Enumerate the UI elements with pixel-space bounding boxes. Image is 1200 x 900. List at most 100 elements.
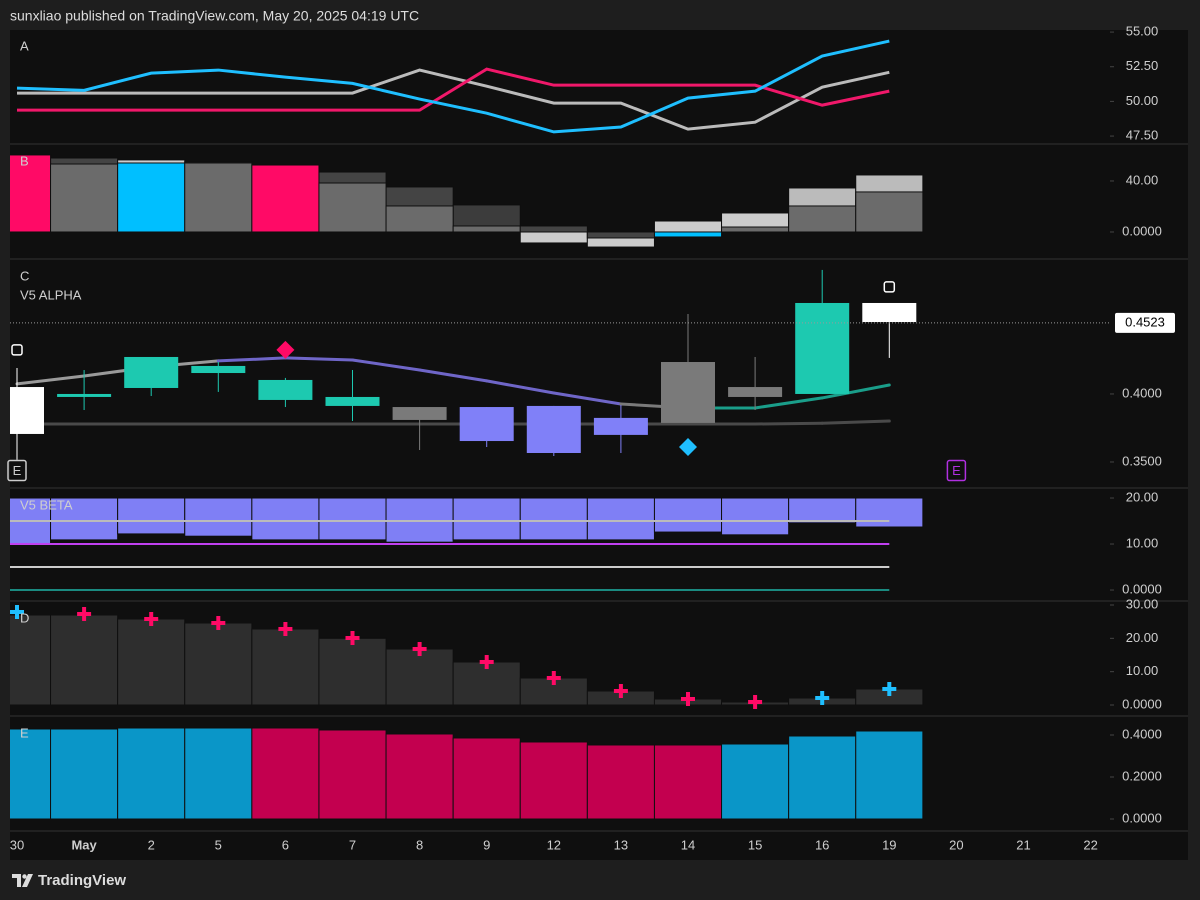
bar <box>318 729 387 820</box>
bar <box>519 741 588 820</box>
bar <box>184 162 253 233</box>
indicator-line <box>351 358 422 372</box>
indicator-line <box>552 391 623 406</box>
bar <box>117 618 186 706</box>
logo <box>12 874 33 887</box>
cross-marker <box>815 691 830 705</box>
y-tick-label: 55.00 <box>1126 24 1159 39</box>
brand: TradingView <box>38 872 126 889</box>
candle-body <box>325 396 380 406</box>
panel-title: A <box>20 38 29 53</box>
range-bar <box>117 497 186 535</box>
x-tick-label: 21 <box>1016 837 1030 852</box>
bar <box>519 225 588 233</box>
bar <box>251 727 320 820</box>
bar <box>251 164 320 233</box>
range-bar <box>519 497 588 541</box>
bar <box>721 743 790 820</box>
indicator-line <box>216 356 287 363</box>
panel-title: B <box>20 153 29 168</box>
range-bar <box>318 497 387 541</box>
bar <box>117 727 186 820</box>
x-tick-label: 12 <box>547 837 561 852</box>
y-tick-label: 30.00 <box>1126 596 1159 611</box>
x-tick-label: 16 <box>815 837 829 852</box>
y-tick-label: 0.0000 <box>1122 223 1162 238</box>
candle-body <box>258 379 313 400</box>
cross-marker <box>211 616 226 630</box>
range-bar <box>721 497 790 536</box>
cross-marker <box>77 607 92 621</box>
x-tick-label: 19 <box>882 837 896 852</box>
y-tick-label: 0.4000 <box>1122 385 1162 400</box>
bar <box>519 231 588 244</box>
line <box>16 39 890 134</box>
cross-marker <box>681 692 695 706</box>
indicator-line <box>753 421 824 426</box>
y-tick-label: 0.4000 <box>1122 726 1162 741</box>
y-tick-label: 50.00 <box>1126 93 1159 108</box>
cross-marker <box>546 671 561 685</box>
diamond-marker <box>679 438 697 457</box>
candle-body <box>661 362 715 423</box>
header-text: sunxliao published on TradingView.com, M… <box>10 8 419 24</box>
candle-body <box>526 405 581 453</box>
annotation-text: E <box>13 463 22 478</box>
candle-body <box>593 417 648 435</box>
x-tick-label: 2 <box>148 837 155 852</box>
candle-body <box>862 302 917 323</box>
x-tick-label: 30 <box>10 837 24 852</box>
indicator-line <box>485 379 556 395</box>
bar <box>385 733 454 820</box>
panel-title: C <box>20 268 29 283</box>
x-tick-label: 8 <box>416 837 423 852</box>
last-price-box <box>1115 312 1175 333</box>
indicator-line <box>418 368 489 383</box>
candle-body <box>728 387 783 397</box>
y-tick-label: 47.50 <box>1126 128 1159 143</box>
bar <box>452 225 521 233</box>
indicator-line <box>820 419 891 425</box>
bar <box>788 735 857 820</box>
bar <box>50 614 119 706</box>
panel-title: D <box>20 610 29 625</box>
diamond-marker <box>276 340 295 359</box>
line <box>17 67 890 112</box>
x-tick-label: 6 <box>282 837 289 852</box>
bar <box>653 220 723 233</box>
cross-marker <box>613 684 628 698</box>
y-tick-label: 40.00 <box>1126 172 1159 187</box>
y-tick-label: 20.00 <box>1126 630 1159 645</box>
cross-marker <box>479 655 494 669</box>
cross-marker <box>144 612 159 626</box>
range-bar <box>251 497 320 541</box>
bar <box>855 730 924 820</box>
bar <box>50 728 119 820</box>
bar <box>452 737 521 820</box>
bar <box>117 162 186 233</box>
bar <box>385 205 454 233</box>
last-price-label: 0.4523 <box>1125 314 1165 329</box>
cross-marker <box>748 695 763 709</box>
bar <box>788 205 857 233</box>
x-tick-label: 22 <box>1083 837 1097 852</box>
y-tick-label: 0.3500 <box>1122 453 1162 468</box>
x-tick-label: May <box>71 837 97 852</box>
annotation-text: E <box>952 463 961 478</box>
range-bar <box>586 497 655 541</box>
bar <box>855 191 924 233</box>
range-bar <box>855 497 924 528</box>
x-tick-label: 7 <box>349 837 356 852</box>
range-bar <box>50 497 119 541</box>
square-marker <box>11 344 23 356</box>
panel-title: E <box>20 725 29 740</box>
x-tick-label: 14 <box>681 837 695 852</box>
candle-body <box>392 407 447 420</box>
bar <box>184 727 253 820</box>
y-tick-label: 0.2000 <box>1122 768 1162 783</box>
bar <box>385 648 454 706</box>
indicator-line <box>283 356 354 362</box>
indicator-line <box>15 374 86 386</box>
cross-marker <box>345 631 360 645</box>
